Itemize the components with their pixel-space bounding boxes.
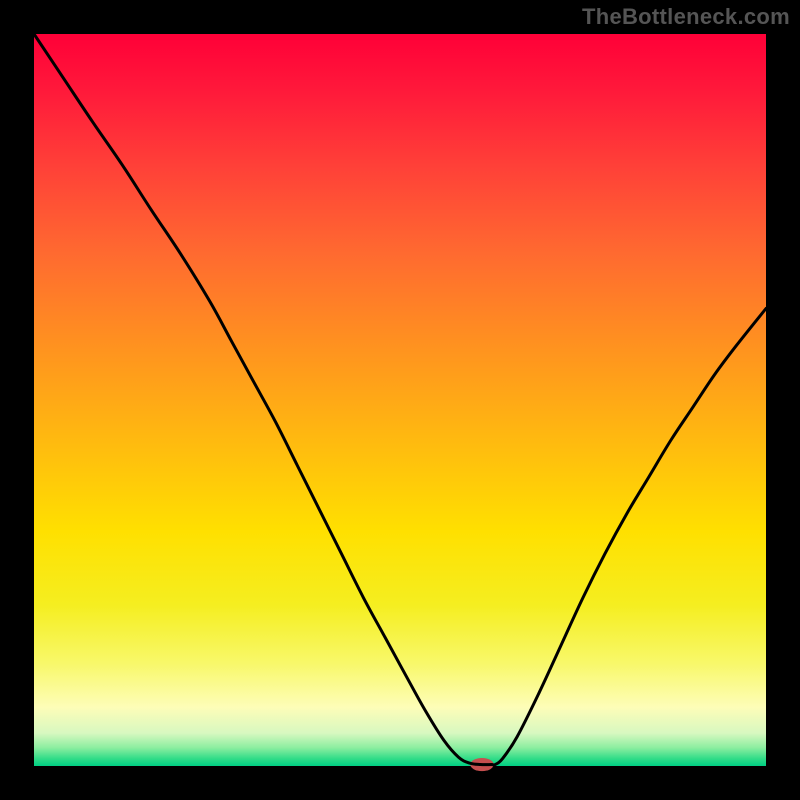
bottleneck-chart	[0, 0, 800, 800]
watermark-text: TheBottleneck.com	[582, 4, 790, 30]
gradient-background	[34, 34, 766, 766]
